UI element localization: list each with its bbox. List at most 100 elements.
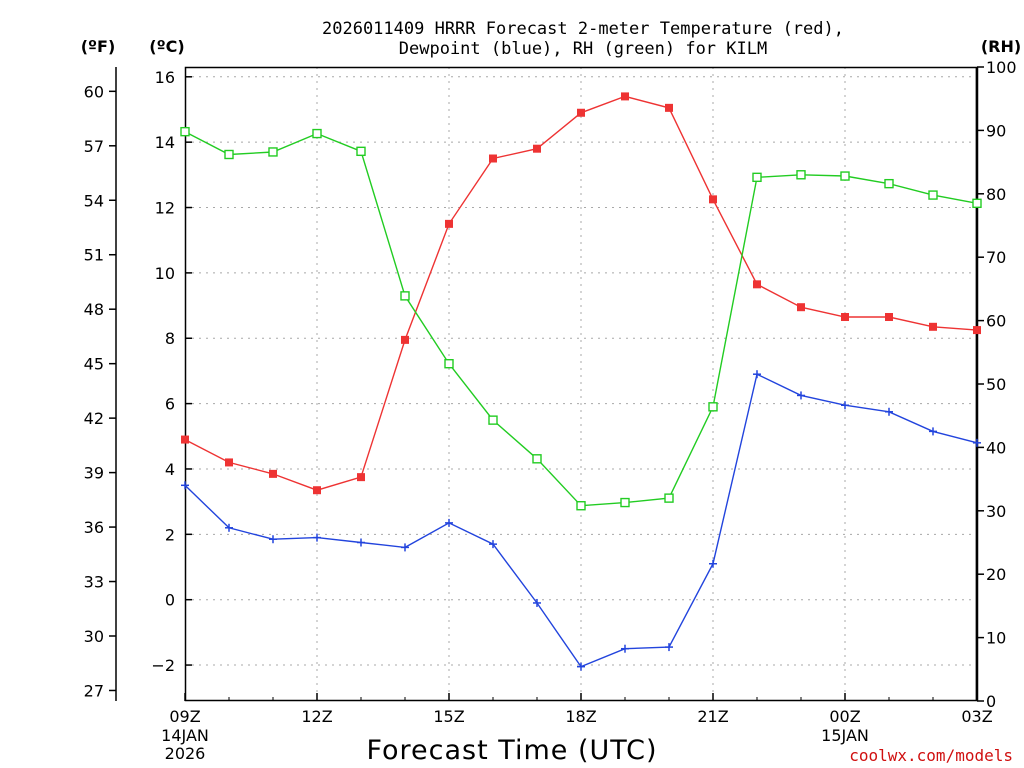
dewpoint-point xyxy=(577,662,585,671)
rh-point xyxy=(532,454,542,464)
rh-tick-label: 30 xyxy=(986,502,1006,521)
fahrenheit-tick-label: 45 xyxy=(84,355,104,374)
fahrenheit-axis: 27 30 33 36 39 42 45 48 51 54 57 60 xyxy=(84,82,116,700)
celsius-tick-label: 8 xyxy=(165,329,175,348)
dewpoint-point xyxy=(489,540,497,549)
dewpoint-point xyxy=(797,391,805,400)
temperature-point xyxy=(621,92,629,101)
temperature-point xyxy=(181,435,189,444)
celsius-tick-label: 14 xyxy=(155,133,175,152)
rh-point xyxy=(840,171,850,181)
fahrenheit-tick-label: 48 xyxy=(84,300,104,319)
rh-point xyxy=(884,178,894,189)
temperature-point xyxy=(401,335,409,344)
fahrenheit-tick-label: 33 xyxy=(84,573,104,592)
dewpoint-point xyxy=(225,523,233,532)
rh-tick-label: 90 xyxy=(986,121,1006,140)
time-tick-label: 00Z xyxy=(829,707,860,726)
celsius-unit-label: (ºC) xyxy=(149,37,184,56)
dewpoint-point xyxy=(885,407,893,416)
rh-tick-label: 80 xyxy=(986,185,1006,204)
fahrenheit-tick-label: 36 xyxy=(84,518,104,537)
chart-title-line-2: Dewpoint (blue), RH (green) for KILM xyxy=(399,39,767,59)
celsius-tick-label: 2 xyxy=(165,525,175,544)
temperature-point xyxy=(885,313,893,322)
dewpoint-point xyxy=(973,438,981,447)
rh-point xyxy=(620,497,630,508)
temperature-point xyxy=(577,108,585,117)
dewpoint-point xyxy=(313,533,321,542)
year-label: 2026 xyxy=(165,744,206,763)
rh-point xyxy=(752,172,762,183)
rh-tick-label: 20 xyxy=(986,565,1006,584)
rh-tick-label: 100 xyxy=(986,58,1017,77)
rh-point xyxy=(180,126,190,137)
dewpoint-point xyxy=(621,644,629,653)
temperature-point xyxy=(313,486,321,495)
chart-title-line-1: 2026011409 HRRR Forecast 2-meter Tempera… xyxy=(322,19,844,39)
time-tick-label: 09Z xyxy=(169,707,200,726)
rh-point xyxy=(312,128,322,139)
celsius-tick-label: 4 xyxy=(165,460,175,479)
dewpoint-point xyxy=(665,643,673,652)
temperature-point xyxy=(445,219,453,228)
rh-point xyxy=(576,501,586,511)
dewpoint-point xyxy=(533,598,541,607)
fahrenheit-tick-label: 30 xyxy=(84,627,104,646)
temperature-series xyxy=(181,92,981,495)
rh-axis: 0 10 20 30 40 50 60 70 80 90 100 xyxy=(977,58,1017,711)
fahrenheit-unit-label: (ºF) xyxy=(81,37,116,56)
celsius-tick-label: 0 xyxy=(165,591,175,610)
rh-point xyxy=(444,359,454,369)
celsius-tick-label: 6 xyxy=(165,395,175,414)
dewpoint-point xyxy=(709,559,717,568)
fahrenheit-tick-label: 42 xyxy=(84,409,104,428)
rh-tick-label: 50 xyxy=(986,375,1006,394)
gridlines xyxy=(185,67,977,701)
rh-tick-label: 0 xyxy=(986,692,996,711)
rh-point xyxy=(664,493,674,503)
temperature-point xyxy=(665,103,673,112)
dewpoint-point xyxy=(841,401,849,410)
fahrenheit-tick-label: 27 xyxy=(84,681,104,700)
fahrenheit-tick-label: 39 xyxy=(84,464,104,483)
rh-point xyxy=(796,170,806,180)
rh-series xyxy=(180,126,982,511)
time-tick-label: 15Z xyxy=(433,707,464,726)
dewpoint-point xyxy=(929,427,937,436)
dewpoint-point xyxy=(445,518,453,527)
dewpoint-point xyxy=(401,543,409,552)
date-label: 15JAN xyxy=(821,726,869,745)
fahrenheit-tick-label: 51 xyxy=(84,246,104,265)
temperature-point xyxy=(753,280,761,289)
celsius-tick-label: 10 xyxy=(155,264,175,283)
dewpoint-point xyxy=(357,538,365,547)
time-tick-label: 03Z xyxy=(961,707,992,726)
rh-unit-label: (RH) xyxy=(981,37,1021,56)
rh-point xyxy=(928,190,938,200)
temperature-point xyxy=(489,154,497,163)
rh-point xyxy=(356,146,366,157)
rh-tick-label: 60 xyxy=(986,312,1006,331)
temperature-point xyxy=(709,195,717,204)
rh-point xyxy=(708,402,718,412)
x-axis-title: Forecast Time (UTC) xyxy=(366,735,657,766)
temperature-point xyxy=(533,144,541,153)
fahrenheit-tick-label: 54 xyxy=(84,191,104,210)
rh-point xyxy=(972,198,982,209)
rh-point xyxy=(400,291,410,301)
temperature-point xyxy=(269,469,277,478)
celsius-tick-label: 16 xyxy=(155,68,175,87)
fahrenheit-tick-label: 60 xyxy=(84,82,104,101)
fahrenheit-tick-label: 57 xyxy=(84,137,104,156)
temperature-point xyxy=(225,458,233,467)
time-tick-label: 21Z xyxy=(697,707,728,726)
rh-point xyxy=(268,147,278,157)
celsius-axis: −2 0 2 4 6 8 10 12 14 16 xyxy=(151,68,192,675)
date-label: 14JAN xyxy=(161,726,209,745)
rh-tick-label: 10 xyxy=(986,629,1006,648)
celsius-tick-label: −2 xyxy=(151,656,175,675)
temperature-point xyxy=(357,473,365,482)
